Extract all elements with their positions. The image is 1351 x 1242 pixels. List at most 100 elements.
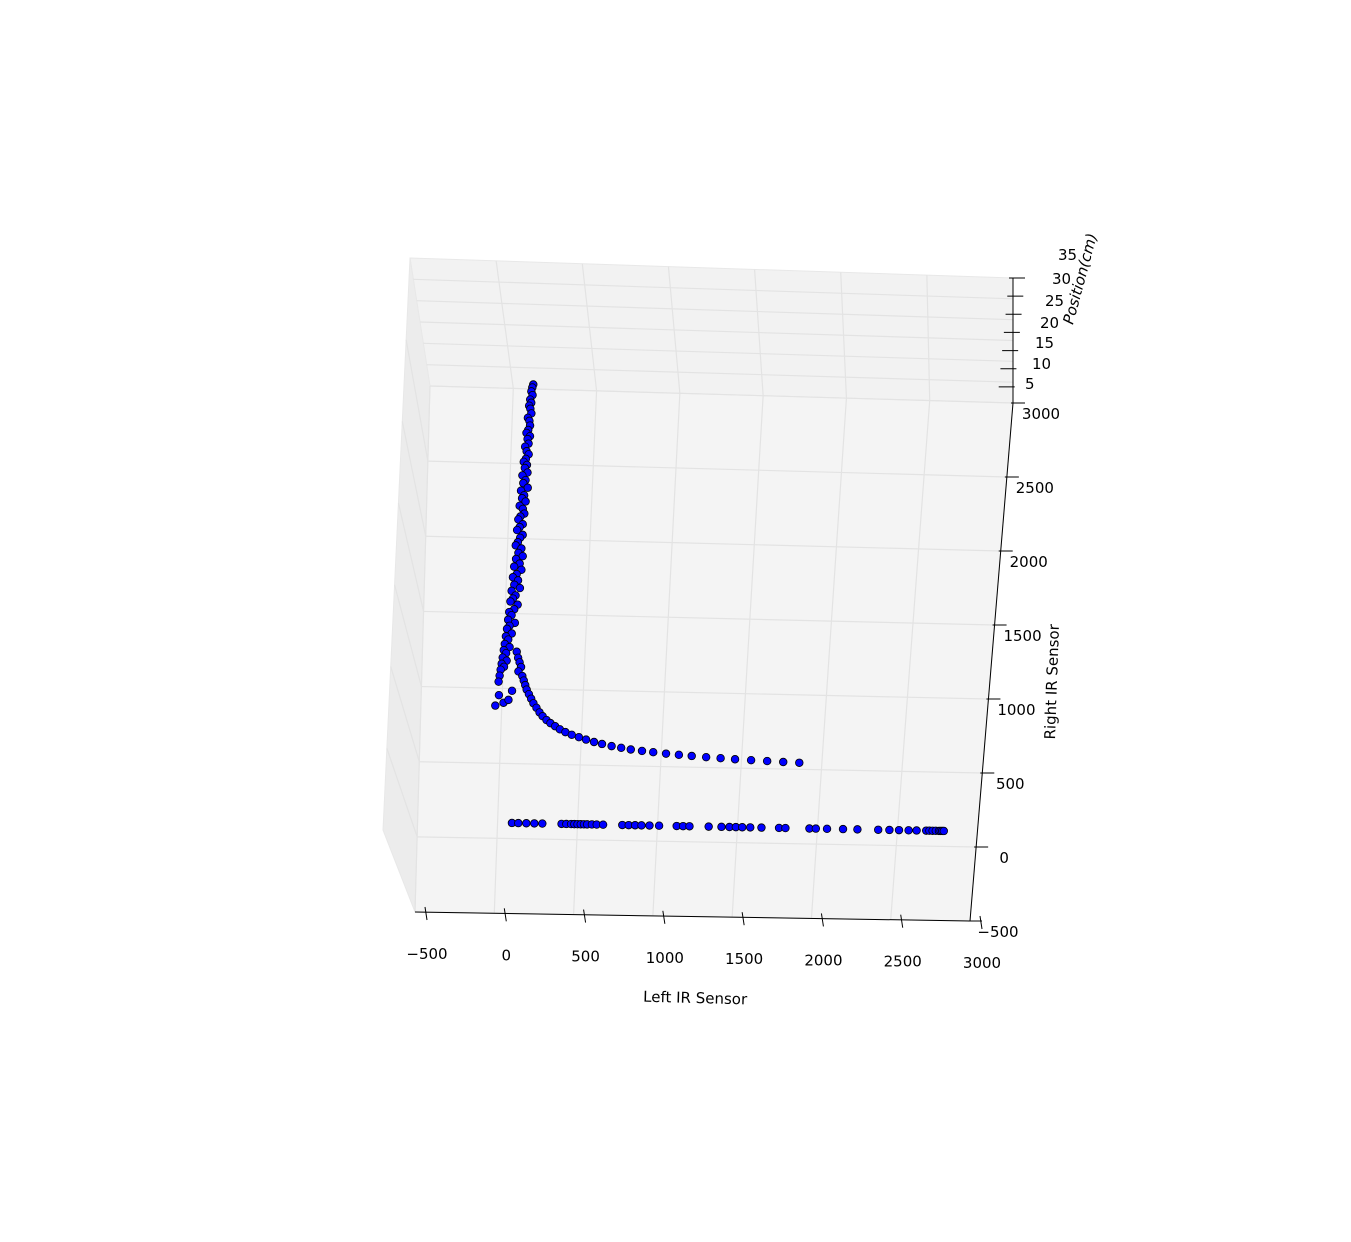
data-point (746, 823, 755, 832)
data-point (704, 822, 713, 831)
x-tick-label: 0 (502, 946, 512, 964)
data-point (567, 730, 576, 740)
y-tick-label: 0 (999, 849, 1009, 867)
data-point (717, 822, 726, 832)
y-tick-label: 1500 (1003, 627, 1041, 645)
x-tick (503, 908, 507, 922)
data-point (504, 695, 513, 705)
data-point (762, 756, 772, 766)
y-tick-label: 2500 (1016, 479, 1054, 497)
data-point (779, 757, 788, 767)
data-point (491, 701, 500, 710)
data-point (637, 821, 646, 830)
x-tick (424, 906, 428, 921)
x-tick-label: −500 (406, 945, 447, 963)
grid-line-z (416, 300, 1014, 321)
x-tick (662, 910, 666, 924)
data-point (811, 824, 821, 833)
grid-line-left (401, 421, 427, 537)
grid-line-y (417, 836, 977, 848)
y-tick-label: −500 (977, 923, 1018, 941)
data-point (506, 597, 515, 606)
data-point (494, 677, 503, 686)
x-tick-label: 1500 (725, 950, 763, 968)
grid-line-z (426, 364, 1014, 383)
data-point (730, 755, 740, 764)
data-point (598, 820, 608, 829)
grid-line-z (423, 342, 1014, 362)
y-tick-label: 3000 (1022, 405, 1060, 423)
data-point (637, 746, 647, 756)
data-point (757, 823, 766, 832)
data-point (589, 737, 599, 747)
y-tick-label: 500 (996, 775, 1025, 793)
y-axis-line (969, 402, 1014, 922)
x-tick (820, 913, 824, 927)
data-point (716, 753, 725, 763)
data-point (912, 826, 921, 835)
data-point (509, 562, 519, 571)
x-tick (741, 912, 745, 926)
data-point (645, 821, 654, 830)
data-point (616, 743, 626, 753)
z-tick-label: 35 (1058, 246, 1077, 264)
grid-line-y (419, 761, 983, 774)
grid-line-z (419, 321, 1014, 342)
data-point (512, 525, 522, 535)
x-tick (979, 915, 983, 930)
data-point (853, 825, 862, 834)
x-tick-label: 500 (571, 948, 600, 966)
data-point (701, 752, 711, 762)
x-tick-label: 3000 (963, 954, 1001, 972)
data-point (661, 749, 671, 758)
data-point (822, 824, 832, 834)
data-point (507, 686, 517, 696)
data-point (674, 750, 684, 760)
grid-line-left (386, 748, 418, 838)
x-tick-label: 2000 (804, 951, 842, 969)
z-tick-label: 10 (1032, 355, 1051, 373)
x-tick-label: 1000 (646, 949, 684, 967)
chart-panes (382, 257, 1014, 922)
data-point (795, 758, 804, 767)
y-tick-label: 1000 (997, 701, 1035, 719)
data-point (939, 826, 948, 836)
data-point (738, 823, 747, 832)
data-point (904, 826, 913, 835)
x-axis-label: Left IR Sensor (643, 988, 748, 1009)
x-tick (900, 914, 904, 928)
data-point (597, 739, 607, 749)
data-point (607, 741, 616, 751)
z-tick-label: 30 (1052, 270, 1071, 288)
data-point (654, 821, 664, 830)
z-tick-label: 20 (1040, 314, 1059, 332)
z-tick-label: 15 (1035, 334, 1054, 352)
grid-line-y (423, 610, 995, 626)
grid-line-left (397, 503, 425, 612)
data-point (515, 583, 525, 593)
data-point (538, 819, 547, 828)
data-point (838, 824, 848, 834)
y-axis-label: Right IR Sensor (1041, 623, 1063, 740)
data-point (687, 751, 696, 761)
chart-axes: −500 0 500 1000 1500 2000 2500 3000 −500 0 500 1000… (406, 246, 1077, 972)
grid-line-y (421, 685, 989, 700)
grid-line-left (393, 584, 423, 687)
y-tick-label: 2000 (1010, 553, 1048, 571)
grid-line-z (413, 278, 1014, 300)
data-point (522, 819, 531, 828)
data-points (491, 380, 948, 836)
x-axis-line (414, 911, 971, 922)
data-point (746, 755, 756, 765)
x-tick (583, 909, 587, 923)
data-point (494, 690, 504, 700)
data-point (626, 745, 635, 754)
data-point (649, 747, 658, 757)
x-tick-label: 2500 (884, 953, 922, 971)
data-point (574, 733, 584, 742)
grid-line-y (429, 385, 1014, 404)
data-point (521, 497, 530, 506)
data-point (781, 823, 790, 833)
data-point (874, 825, 883, 834)
